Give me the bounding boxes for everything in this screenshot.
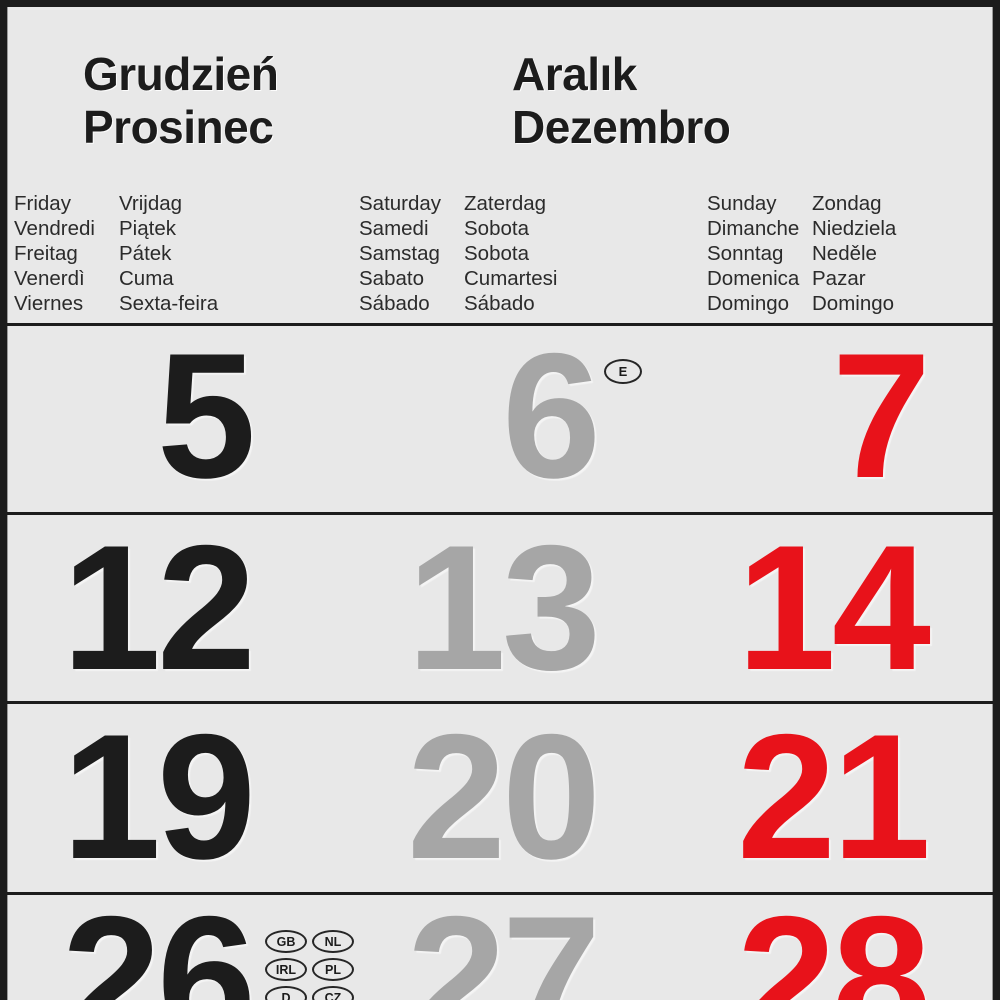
- weekday-label: Sabato: [359, 267, 424, 290]
- day-cell-saturday[interactable]: 13: [262, 508, 601, 707]
- weekday-label: Friday: [14, 192, 71, 215]
- weekday-label: Domingo: [707, 292, 790, 315]
- country-badge-irl-icon: IRL: [265, 958, 307, 981]
- country-badge-d-icon: D: [265, 986, 307, 1000]
- weekday-label: Neděle: [812, 242, 877, 265]
- day-number: 20: [407, 697, 601, 896]
- weekday-label: Pátek: [119, 242, 172, 265]
- week-row: 26 27 28: [7, 879, 993, 1000]
- day-cell-saturday[interactable]: 27: [262, 879, 601, 1000]
- weekday-label: Sexta-feira: [119, 292, 219, 315]
- weekday-label: Vrijdag: [119, 192, 183, 215]
- weekday-label: Cumartesi: [464, 267, 558, 290]
- day-number: 14: [737, 508, 931, 707]
- weekday-group-friday: Friday Vendredi Freitag Venerdì Viernes …: [14, 191, 269, 316]
- month-name-polish: Grudzień: [83, 48, 279, 100]
- month-name-czech: Prosinec: [83, 101, 274, 153]
- day-cell-friday[interactable]: 12: [7, 508, 256, 707]
- weekday-friday-secondary-column: Vrijdag Piątek Pátek Cuma Sexta-feira: [119, 191, 269, 316]
- weekday-label: Sobota: [464, 217, 529, 240]
- frame-inner-rule-right: [992, 7, 993, 1000]
- weekday-label: Sunday: [707, 192, 777, 215]
- row-divider: [7, 323, 993, 326]
- month-header: Grudzień Prosinec Aralık Dezembro: [7, 7, 993, 176]
- day-cell-sunday[interactable]: 7: [607, 316, 931, 515]
- week-row: 19 20 21: [7, 697, 993, 896]
- day-number: 21: [737, 697, 931, 896]
- week-row: 5 6 7: [7, 323, 993, 508]
- country-badge-label: IRL: [275, 962, 297, 977]
- weekday-label: Freitag: [14, 242, 78, 265]
- weekday-friday-primary-column: Friday Vendredi Freitag Venerdì Viernes: [14, 191, 119, 316]
- day-cell-friday[interactable]: 19: [7, 697, 256, 896]
- weekday-label: Sobota: [464, 242, 529, 265]
- day-number: 12: [62, 508, 256, 707]
- weekday-label: Samstag: [359, 242, 440, 265]
- country-badge-group: GB NL IRL PL D CZ: [265, 930, 356, 1000]
- row-divider: [7, 892, 993, 895]
- weekday-label: Samedi: [359, 217, 429, 240]
- weekday-label: Venerdì: [14, 267, 85, 290]
- country-badge-e-icon: E: [604, 359, 642, 384]
- day-cell-saturday[interactable]: 20: [262, 697, 601, 896]
- weekday-label: Zondag: [812, 192, 882, 215]
- day-number: 19: [62, 697, 256, 896]
- country-badge-label: NL: [324, 934, 342, 949]
- month-name-portuguese: Dezembro: [512, 101, 731, 153]
- weekday-label: Zaterdag: [464, 192, 547, 215]
- month-name-turkish: Aralık: [512, 48, 637, 100]
- day-number: 27: [407, 879, 601, 1000]
- day-cell-sunday[interactable]: 28: [607, 879, 931, 1000]
- month-title-group-1: Grudzień Prosinec: [83, 48, 279, 154]
- weekday-label: Domingo: [812, 292, 895, 315]
- country-badge-label: CZ: [324, 990, 342, 1000]
- country-badge-label: PL: [325, 962, 341, 977]
- day-cell-saturday[interactable]: 6: [262, 316, 601, 515]
- weekday-label: Viernes: [14, 292, 84, 315]
- country-badge-label: GB: [276, 934, 296, 949]
- weekday-sunday-primary-column: Sunday Dimanche Sonntag Domenica Domingo: [707, 191, 812, 316]
- day-cell-friday[interactable]: 26: [7, 879, 256, 1000]
- country-badge-cz-icon: CZ: [312, 986, 354, 1000]
- day-number: 5: [157, 316, 256, 515]
- country-badge-label: E: [618, 364, 628, 379]
- day-number: 26: [62, 879, 256, 1000]
- weekday-label: Dimanche: [707, 217, 800, 240]
- weekday-label: Sonntag: [707, 242, 784, 265]
- day-number: 7: [832, 316, 931, 515]
- country-badge-gb-icon: GB: [265, 930, 307, 953]
- weekday-saturday-secondary-column: Zaterdag Sobota Sobota Cumartesi Sábado: [464, 191, 614, 316]
- weekday-group-saturday: Saturday Samedi Samstag Sabato Sábado Za…: [359, 191, 614, 316]
- day-cell-friday[interactable]: 5: [7, 316, 256, 515]
- weekday-sunday-secondary-column: Zondag Niedziela Neděle Pazar Domingo: [812, 191, 962, 316]
- weekday-name-header: Friday Vendredi Freitag Venerdì Viernes …: [7, 176, 993, 323]
- weekday-group-sunday: Sunday Dimanche Sonntag Domenica Domingo…: [707, 191, 962, 316]
- weekday-label: Pazar: [812, 267, 866, 290]
- country-badge-label: D: [281, 990, 291, 1000]
- day-number: 28: [737, 879, 931, 1000]
- country-badge-nl-icon: NL: [312, 930, 354, 953]
- weekday-label: Sábado: [359, 292, 430, 315]
- weekday-label: Cuma: [119, 267, 174, 290]
- day-number: 13: [407, 508, 601, 707]
- day-cell-sunday[interactable]: 21: [607, 697, 931, 896]
- country-badge-pl-icon: PL: [312, 958, 354, 981]
- day-number: 6: [502, 316, 601, 515]
- weekday-label: Niedziela: [812, 217, 897, 240]
- weekday-saturday-primary-column: Saturday Samedi Samstag Sabato Sábado: [359, 191, 464, 316]
- weekday-label: Piątek: [119, 217, 176, 240]
- row-divider: [7, 512, 993, 515]
- month-title-group-2: Aralık Dezembro: [512, 48, 731, 154]
- row-divider: [7, 701, 993, 704]
- week-row: 12 13 14: [7, 508, 993, 707]
- weekday-label: Domenica: [707, 267, 800, 290]
- weekday-label: Sábado: [464, 292, 535, 315]
- weekday-label: Vendredi: [14, 217, 95, 240]
- day-cell-sunday[interactable]: 14: [607, 508, 931, 707]
- frame-inner-rule-left: [7, 7, 8, 1000]
- weekday-label: Saturday: [359, 192, 442, 215]
